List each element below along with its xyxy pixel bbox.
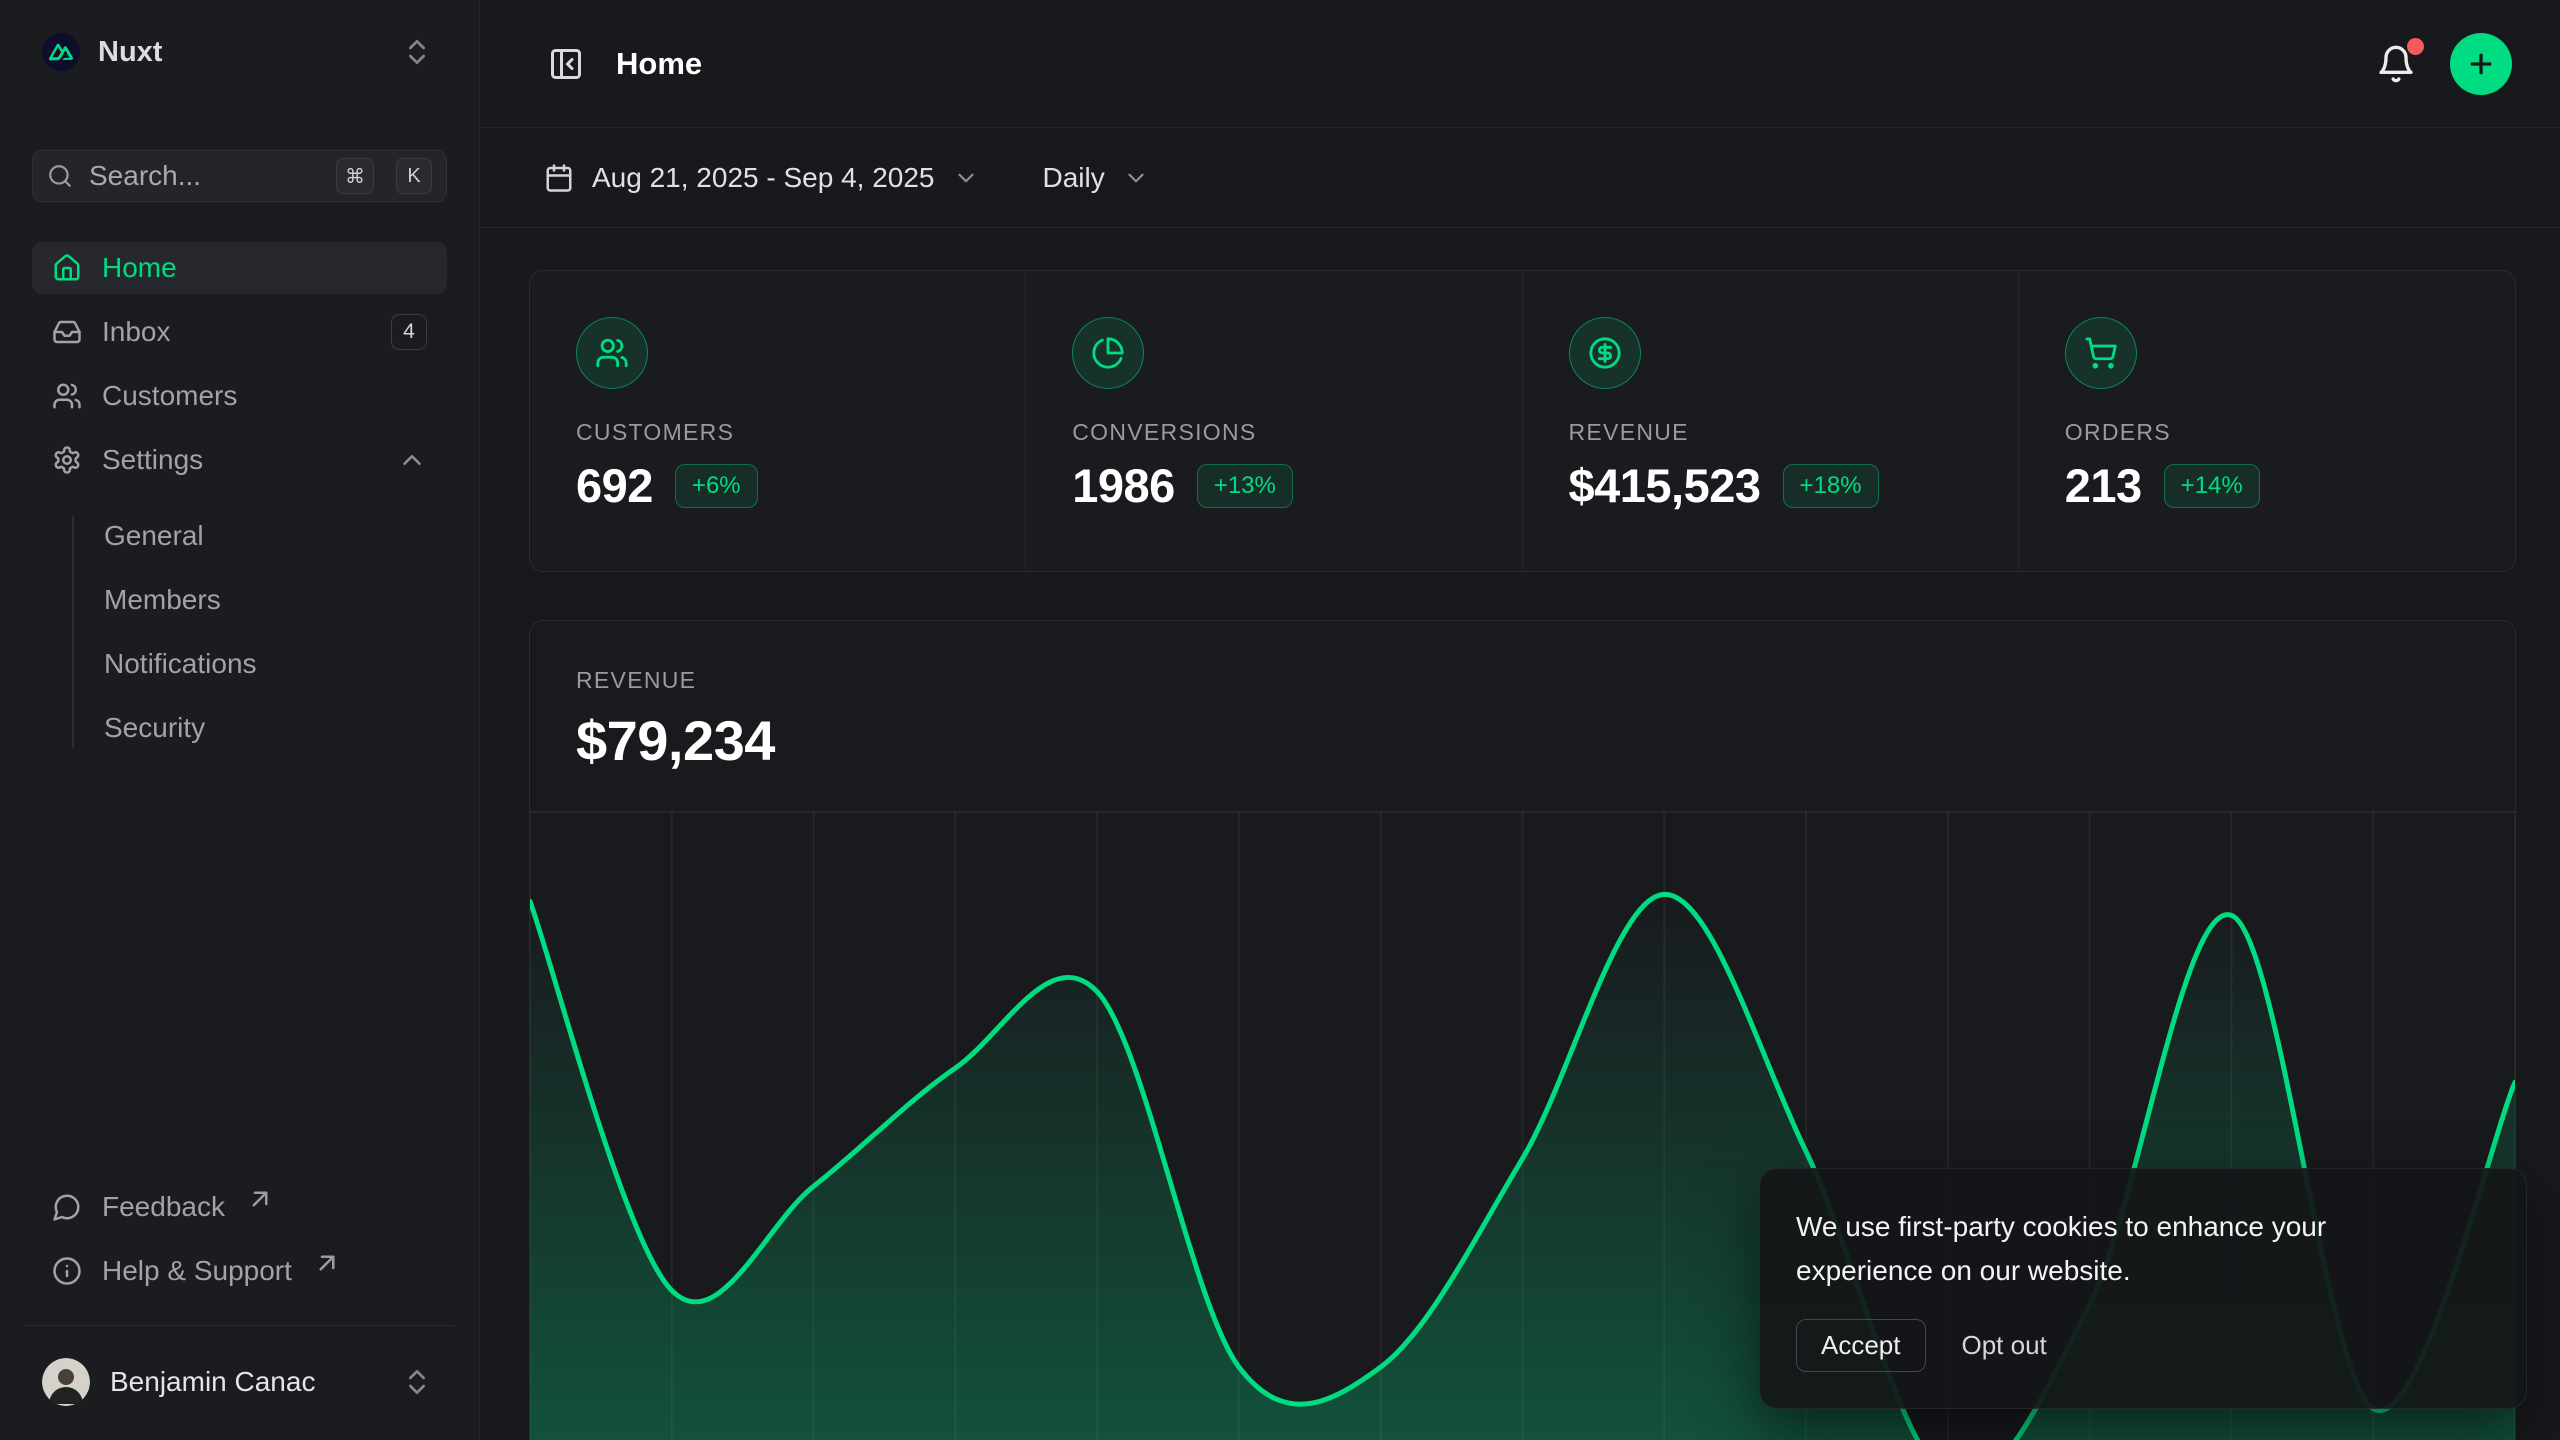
feedback-label: Feedback <box>102 1191 225 1222</box>
bell-icon <box>2379 45 2413 82</box>
sidebar-item-members[interactable]: Members <box>104 584 221 615</box>
sidebar-item-label: Inbox <box>102 316 171 347</box>
stat-card-customers[interactable]: CUSTOMERS 692 +6% <box>530 271 1027 571</box>
accept-button[interactable]: Accept <box>1796 1319 1926 1372</box>
chart-label: REVENUE <box>576 667 697 693</box>
stat-value: 1986 <box>1072 459 1175 512</box>
workspace-selector[interactable]: Nuxt <box>32 26 447 78</box>
chart-pie-icon <box>1072 317 1145 389</box>
user-menu[interactable]: Benjamin Canac <box>32 1350 447 1414</box>
workspace-name: Nuxt <box>98 35 163 68</box>
chevrons-up-down-icon[interactable] <box>397 32 437 72</box>
external-link-icon <box>252 1191 268 1207</box>
page-header: Home <box>480 0 2560 128</box>
plus-icon <box>2470 53 2492 74</box>
chart-total: $79,234 <box>576 709 775 772</box>
circle-dollar-icon <box>1568 317 1641 389</box>
stat-value: 213 <box>2064 459 2142 512</box>
search-icon <box>49 165 71 187</box>
search-input[interactable]: Search... ⌘ K <box>32 150 447 202</box>
chevron-up-icon <box>403 455 421 465</box>
message-circle-icon <box>53 1194 80 1221</box>
info-circle-icon <box>53 1257 81 1285</box>
opt-out-button[interactable]: Opt out <box>1961 1330 2047 1360</box>
sidebar-item-general[interactable]: General <box>104 520 204 551</box>
sidebar-divider <box>24 1325 455 1326</box>
kbd-cmd: ⌘ <box>336 158 374 194</box>
inbox-count-badge: 4 <box>391 314 427 350</box>
gear-icon <box>54 446 80 474</box>
stat-card-conversions[interactable]: CONVERSIONS 1986 +13% <box>1026 271 1523 571</box>
panel-left-close-icon <box>551 48 581 79</box>
cookie-banner: We use first-party cookies to enhance yo… <box>1759 1167 2527 1409</box>
sidebar-item-home[interactable]: Home <box>32 242 447 294</box>
chevrons-up-down-icon <box>397 1362 437 1402</box>
dashboard-content: CUSTOMERS 692 +6% CONVERSIONS 1986 +13% <box>480 228 2560 1440</box>
sidebar-footer: Feedback Help & Support Benjamin Canac <box>24 1181 455 1414</box>
nuxt-logo-icon <box>42 33 80 71</box>
help-support-link[interactable]: Help & Support <box>32 1245 447 1297</box>
filters-toolbar: Aug 21, 2025 - Sep 4, 2025 Daily <box>480 128 2560 228</box>
stat-value: $415,523 <box>1568 459 1762 512</box>
stat-label: REVENUE <box>1568 419 1689 445</box>
sidebar-item-label: Home <box>102 252 177 283</box>
page-title: Home <box>616 45 703 81</box>
external-link-icon <box>319 1255 335 1271</box>
add-button[interactable] <box>2450 32 2512 95</box>
sidebar-collapse-button[interactable] <box>544 42 588 86</box>
sidebar-item-customers[interactable]: Customers <box>32 370 447 422</box>
notifications-button[interactable] <box>2372 37 2424 88</box>
sidebar-item-settings[interactable]: Settings <box>32 434 447 486</box>
stat-label: CONVERSIONS <box>1072 419 1257 445</box>
sidebar: Nuxt Search... ⌘ K Home Inbox 4 <box>0 0 480 1440</box>
user-name: Benjamin Canac <box>110 1366 316 1397</box>
date-range-picker[interactable]: Aug 21, 2025 - Sep 4, 2025 <box>544 162 979 194</box>
shopping-cart-icon <box>2064 317 2137 389</box>
notification-dot <box>2407 37 2424 55</box>
users-icon <box>53 383 81 409</box>
help-support-label: Help & Support <box>102 1255 292 1286</box>
revenue-chart-card: REVENUE $79,234 <box>529 620 2516 1440</box>
kbd-k: K <box>396 158 432 194</box>
stat-delta-badge: +18% <box>1782 463 1879 508</box>
stat-delta-badge: +13% <box>1196 463 1293 508</box>
granularity-select[interactable]: Daily <box>1043 162 1149 194</box>
feedback-link[interactable]: Feedback <box>32 1181 447 1233</box>
users-icon <box>576 317 648 389</box>
sidebar-item-notifications[interactable]: Notifications <box>104 648 257 679</box>
sidebar-nav: Home Inbox 4 Customers Settings General … <box>32 242 447 754</box>
sidebar-item-security[interactable]: Security <box>104 712 206 743</box>
sidebar-item-inbox[interactable]: Inbox 4 <box>32 306 447 358</box>
stat-delta-badge: +14% <box>2163 463 2260 508</box>
sidebar-item-label: Settings <box>102 444 204 475</box>
stat-delta-badge: +6% <box>674 463 758 508</box>
granularity-value: Daily <box>1042 161 1105 193</box>
stat-value: 692 <box>576 459 653 512</box>
search-placeholder: Search... <box>89 160 202 191</box>
settings-sub-list: General Members Notifications Security <box>32 510 447 754</box>
stats-cards: CUSTOMERS 692 +6% CONVERSIONS 1986 +13% <box>529 270 2516 572</box>
stat-label: CUSTOMERS <box>576 419 735 445</box>
stat-card-orders[interactable]: ORDERS 213 +14% <box>2019 271 2515 571</box>
chevron-down-icon <box>1128 173 1144 182</box>
stat-label: ORDERS <box>2064 419 2171 445</box>
cookie-message: We use first-party cookies to enhance yo… <box>1796 1210 2327 1286</box>
inbox-icon <box>53 320 81 344</box>
stat-card-revenue[interactable]: REVENUE $415,523 +18% <box>1523 271 2019 571</box>
date-range-value: Aug 21, 2025 - Sep 4, 2025 <box>592 161 935 193</box>
home-icon <box>54 254 80 281</box>
revenue-line-chart <box>530 811 2515 1440</box>
sidebar-item-label: Customers <box>102 380 238 411</box>
main-panel: Home Aug 21, 2025 - Sep 4, 2025 Daily <box>480 0 2560 1440</box>
avatar <box>42 1358 90 1406</box>
calendar-icon <box>546 163 572 192</box>
chevron-down-icon <box>957 173 974 182</box>
